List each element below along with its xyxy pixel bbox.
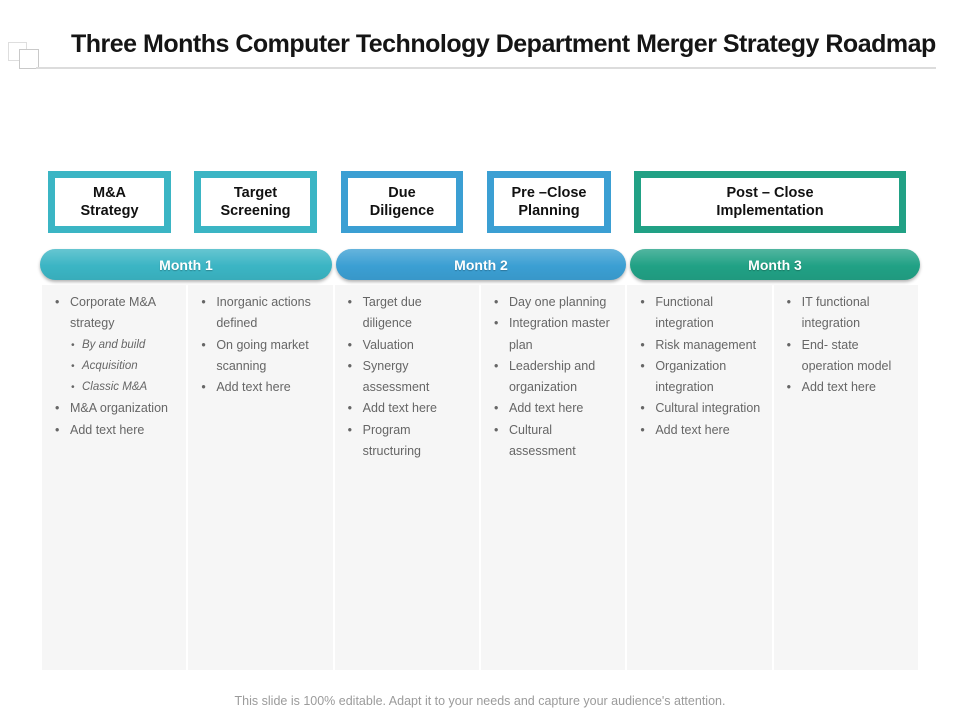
list-item: • Add text here	[627, 420, 767, 441]
bullet-icon: •	[347, 422, 353, 437]
bullet-icon: •	[640, 401, 645, 416]
bullet-icon: •	[493, 422, 499, 437]
decor-square-front	[19, 49, 39, 69]
bullet-icon: •	[71, 339, 75, 351]
list-item: • Risk management	[627, 335, 767, 356]
bullet-icon: •	[493, 316, 499, 331]
phase-box-target-screening: Target Screening	[194, 171, 317, 233]
phase-box-post-close-implementation: Post – Close Implementation	[634, 171, 906, 233]
bullet-column-1: • Corporate M&A strategy • By and build …	[42, 285, 187, 670]
bullet-icon: •	[201, 295, 206, 309]
bullet-icon: •	[201, 337, 206, 352]
bullet-column-6: • IT functional integration • End- state…	[773, 285, 918, 670]
bullet-icon: •	[493, 295, 499, 309]
bullet-icon: •	[347, 358, 353, 373]
bullet-icon: •	[347, 337, 353, 352]
list-item: • Functional integration	[627, 292, 767, 335]
bullet-icon: •	[640, 358, 645, 373]
month-bar-2: Month 2	[336, 249, 626, 280]
footer-note: This slide is 100% editable. Adapt it to…	[234, 694, 726, 708]
phase-box-due-diligence: Due Diligence	[341, 171, 463, 233]
bullet-icon: •	[786, 295, 792, 309]
list-item: • Cultural assessment	[481, 420, 621, 463]
list-item: • By and build	[42, 335, 182, 356]
month-label: Month 2	[454, 256, 508, 273]
bullet-icon: •	[347, 401, 353, 416]
bullet-column-5: • Functional integration • Risk manageme…	[627, 285, 772, 670]
list-item: • Add text here	[335, 398, 475, 419]
bullet-icon: •	[640, 422, 645, 437]
bullet-icon: •	[640, 337, 645, 352]
list-item: • Program structuring	[335, 420, 475, 463]
list-item: • Organization integration	[627, 356, 767, 399]
bullet-icon: •	[201, 380, 206, 395]
bullet-icon: •	[786, 380, 792, 395]
bullet-icon: •	[71, 360, 75, 372]
list-item: • M&A organization	[42, 398, 182, 419]
list-item: • Add text here	[774, 377, 914, 398]
list-item: • On going market scanning	[188, 335, 328, 378]
bullet-icon: •	[493, 401, 499, 416]
bullet-icon: •	[493, 358, 499, 373]
bullet-column-4: • Day one planning • Integration master …	[480, 285, 626, 670]
list-item: • IT functional integration	[774, 292, 914, 335]
list-item: • Cultural integration	[627, 398, 767, 419]
list-item: • End- state operation model	[774, 335, 914, 378]
bullet-column-3: • Target due diligence • Valuation • Syn…	[334, 285, 479, 670]
month-bar-3: Month 3	[630, 249, 920, 280]
list-item: • Classic M&A	[42, 377, 182, 398]
bullet-column-2: • Inorganic actions defined • On going m…	[188, 285, 333, 670]
bullet-icon: •	[786, 337, 792, 352]
phase-box-ma-strategy: M&A Strategy	[48, 171, 171, 233]
list-item: • Add text here	[42, 420, 182, 441]
list-item: • Inorganic actions defined	[188, 292, 328, 335]
phase-box-pre-close-planning: Pre –Close Planning	[487, 171, 611, 233]
list-item: • Corporate M&A strategy	[42, 292, 182, 335]
list-item: • Day one planning	[481, 292, 621, 313]
list-item: • Integration master plan	[481, 313, 621, 356]
list-item: • Leadership and organization	[481, 356, 621, 399]
month-label: Month 1	[159, 256, 213, 273]
list-item: • Add text here	[481, 398, 621, 419]
list-item: • Acquisition	[42, 356, 182, 377]
list-item: • Target due diligence	[335, 292, 475, 335]
month-bar-1: Month 1	[40, 249, 332, 280]
title-divider	[36, 67, 936, 69]
bullet-icon: •	[55, 422, 60, 437]
list-item: • Valuation	[335, 335, 475, 356]
page-title: Three Months Computer Technology Departm…	[71, 30, 936, 58]
month-label: Month 3	[748, 256, 802, 273]
bullet-icon: •	[347, 295, 353, 309]
bullet-icon: •	[55, 401, 60, 416]
list-item: • Add text here	[188, 377, 328, 398]
bullet-columns: • Corporate M&A strategy • By and build …	[42, 285, 918, 670]
bullet-icon: •	[55, 295, 60, 309]
list-item: • Synergy assessment	[335, 356, 475, 399]
bullet-icon: •	[640, 295, 645, 309]
bullet-icon: •	[71, 382, 75, 394]
